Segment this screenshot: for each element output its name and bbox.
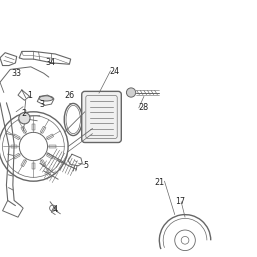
Bar [13,153,20,159]
Bar [49,145,56,148]
Text: 5: 5 [84,161,89,170]
Bar [11,145,17,148]
Bar [40,126,46,133]
Text: 24: 24 [109,67,120,77]
Bar [47,134,54,140]
Bar [13,134,20,140]
Ellipse shape [39,96,53,101]
Bar [40,160,46,167]
Text: 21: 21 [154,178,164,187]
Text: 3: 3 [40,99,45,109]
Bar [47,153,54,159]
Text: 4: 4 [53,205,58,214]
Text: 28: 28 [139,103,149,113]
Text: 17: 17 [175,197,185,206]
FancyBboxPatch shape [82,91,121,142]
Bar [32,124,35,130]
Bar [32,163,35,169]
Circle shape [126,88,136,97]
Text: 33: 33 [12,69,22,78]
Text: 34: 34 [45,58,55,68]
Text: 1: 1 [27,90,32,100]
Bar [21,160,27,167]
Text: 2: 2 [22,108,27,118]
Text: 26: 26 [64,90,75,100]
Circle shape [19,113,30,124]
Bar [21,126,27,133]
